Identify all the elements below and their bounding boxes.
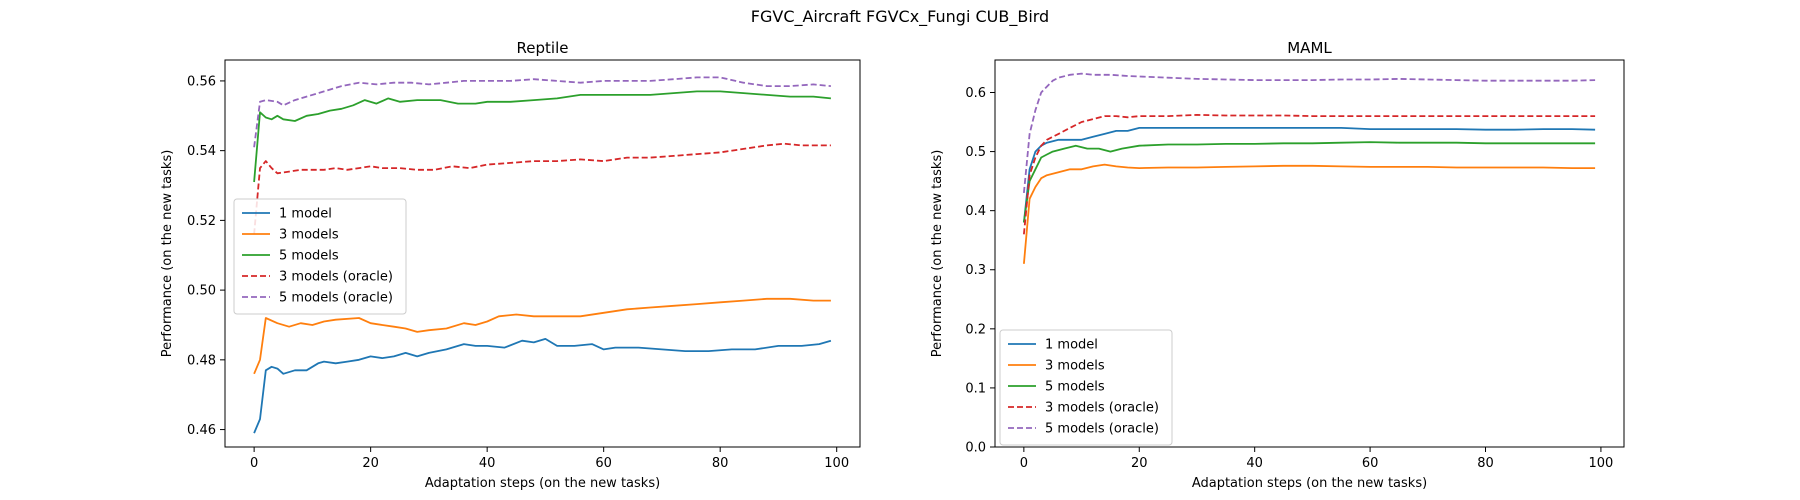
plot-frame-maml xyxy=(994,59,1625,448)
chart-title-reptile: Reptile xyxy=(517,39,569,57)
y-tick-label-maml-3: 0.3 xyxy=(965,263,986,278)
chart-panel-reptile: Reptile 0 20 40 60 80 100 0.46 0.48 0.50 0.52 0.54 0… xyxy=(160,39,861,491)
plot-frame-reptile xyxy=(224,59,861,448)
y-tick-label-maml-0: 0.0 xyxy=(965,441,986,456)
legend-label-reptile-4: 5 models (oracle) xyxy=(279,291,393,306)
x-tick-label-maml-4: 80 xyxy=(1477,456,1494,471)
y-tick-label-reptile-2: 0.50 xyxy=(187,284,216,299)
y-tick-label-maml-5: 0.5 xyxy=(965,145,986,160)
series-line-maml-1 xyxy=(1023,163,1596,264)
series-line-maml-2 xyxy=(1023,141,1596,223)
y-tick-label-reptile-5: 0.56 xyxy=(187,74,216,89)
y-tick-label-reptile-3: 0.52 xyxy=(187,214,216,229)
series-line-maml-0 xyxy=(1023,127,1596,223)
x-tick-label-reptile-5: 100 xyxy=(824,456,849,471)
x-tick-label-reptile-2: 40 xyxy=(479,456,496,471)
series-line-reptile-2 xyxy=(253,90,831,183)
legend-box-maml xyxy=(999,329,1173,446)
series-line-reptile-4 xyxy=(253,76,831,148)
x-tick-label-maml-3: 60 xyxy=(1362,456,1379,471)
x-tick-label-maml-2: 40 xyxy=(1246,456,1263,471)
legend-label-reptile-1: 3 models xyxy=(279,228,339,243)
x-tick-label-reptile-1: 20 xyxy=(362,456,379,471)
series-line-maml-3 xyxy=(1023,114,1596,235)
y-tick-label-maml-2: 0.2 xyxy=(965,322,986,337)
series-line-maml-4 xyxy=(1023,72,1596,193)
x-axis-label-maml: Adaptation steps (on the new tasks) xyxy=(1192,476,1427,491)
legend-label-maml-2: 5 models xyxy=(1045,380,1105,395)
legend-label-reptile-2: 5 models xyxy=(279,249,339,264)
legend-maml: 1 model 3 models 5 models 3 models (oracle)… xyxy=(999,329,1173,446)
legend-label-reptile-3: 3 models (oracle) xyxy=(279,270,393,285)
chart-title-maml: MAML xyxy=(1287,39,1332,57)
x-tick-label-maml-5: 100 xyxy=(1589,456,1614,471)
chart-panel-maml: MAML 0 20 40 60 80 100 0.0 0.1 0.2 0.3 0.4 0.5 0.6 Ada… xyxy=(930,39,1625,491)
x-tick-label-maml-0: 0 xyxy=(1020,456,1028,471)
y-tick-label-maml-1: 0.1 xyxy=(965,381,986,396)
series-line-reptile-0 xyxy=(253,338,832,434)
series-line-reptile-1 xyxy=(253,297,831,375)
x-tick-label-maml-1: 20 xyxy=(1131,456,1148,471)
y-axis-label-maml: Performance (on the new tasks) xyxy=(930,150,945,358)
legend-reptile: 1 model 3 models 5 models 3 models (oracle)… xyxy=(233,198,407,315)
y-tick-label-reptile-0: 0.46 xyxy=(187,423,216,438)
x-tick-label-reptile-0: 0 xyxy=(250,456,258,471)
y-tick-label-maml-6: 0.6 xyxy=(965,86,986,101)
legend-label-reptile-0: 1 model xyxy=(279,207,332,222)
legend-label-maml-1: 3 models xyxy=(1045,359,1105,374)
x-axis-label-reptile: Adaptation steps (on the new tasks) xyxy=(425,476,660,491)
legend-label-maml-0: 1 model xyxy=(1045,338,1098,353)
legend-box-reptile xyxy=(233,198,407,315)
y-tick-label-maml-4: 0.4 xyxy=(965,204,986,219)
y-tick-label-reptile-4: 0.54 xyxy=(187,144,216,159)
legend-label-maml-3: 3 models (oracle) xyxy=(1045,401,1159,416)
series-group-maml xyxy=(1023,72,1596,264)
y-axis-label-reptile: Performance (on the new tasks) xyxy=(160,150,175,358)
y-tick-label-reptile-1: 0.48 xyxy=(187,353,216,368)
series-line-reptile-3 xyxy=(253,142,831,235)
x-tick-label-reptile-4: 80 xyxy=(712,456,729,471)
legend-label-maml-4: 5 models (oracle) xyxy=(1045,422,1159,437)
x-tick-label-reptile-3: 60 xyxy=(595,456,612,471)
figure-suptitle: FGVC_Aircraft FGVCx_Fungi CUB_Bird xyxy=(751,7,1049,27)
series-group-reptile xyxy=(253,76,832,434)
